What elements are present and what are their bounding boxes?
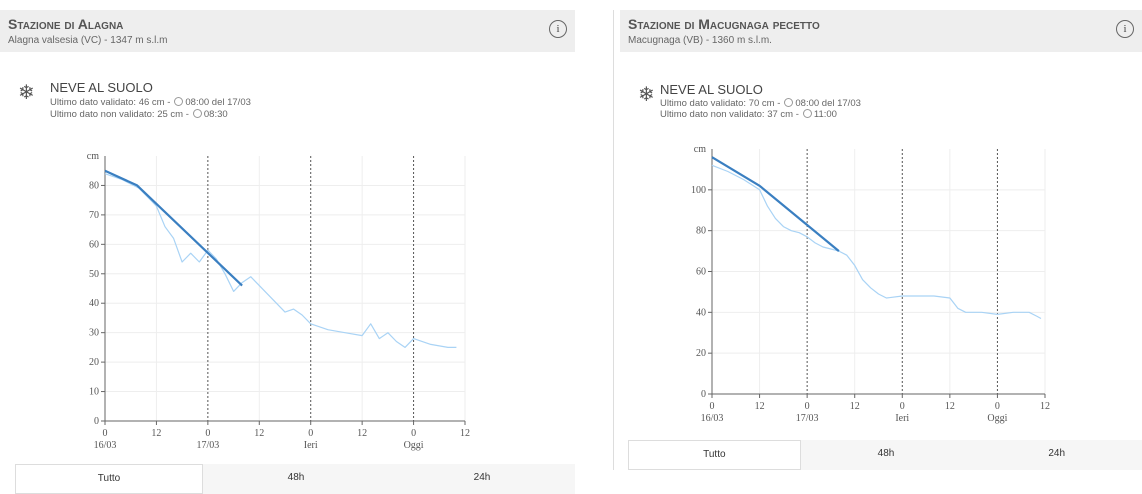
y-tick-label: 70 xyxy=(89,210,99,221)
tab[interactable]: 48h xyxy=(203,464,389,494)
x-tick-label: 12 xyxy=(254,428,264,439)
note: Ultimo dato validato: 70 cm - 08:00 del 1… xyxy=(660,98,861,109)
subtitle: Macugnaga (VB) - 1360 m s.l.m. xyxy=(628,35,772,46)
x-tick-sublabel: Ieri xyxy=(304,440,318,451)
info-button[interactable]: i xyxy=(1116,20,1134,38)
note-text: Ultimo dato validato: 70 cm - xyxy=(660,98,781,109)
tab[interactable]: Tutto xyxy=(628,440,801,470)
x-tick-sublabel: Oggi xyxy=(404,440,424,451)
note-time: 11:00 xyxy=(813,109,837,120)
note: Ultimo dato validato: 46 cm - 08:00 del 1… xyxy=(50,97,251,108)
x-tick-label: 0 xyxy=(205,428,210,439)
y-tick-label: 100 xyxy=(691,185,706,196)
tabs: Tutto 48h 24h xyxy=(15,464,575,494)
y-axis-label: cm xyxy=(87,151,99,162)
tab[interactable]: 24h xyxy=(971,440,1142,470)
y-tick-label: 80 xyxy=(89,180,99,191)
x-tick-label: 12 xyxy=(357,428,367,439)
x-tick-label: 0 xyxy=(411,428,416,439)
note: Ultimo dato non validato: 25 cm - 08:30 xyxy=(50,109,228,120)
series-line xyxy=(104,169,243,287)
note-text: Ultimo dato validato: 46 cm - xyxy=(50,97,171,108)
note-text: Ultimo dato non validato: 37 cm - xyxy=(660,109,799,120)
clock-icon xyxy=(192,109,202,118)
series-line xyxy=(711,156,840,252)
x-tick-label: 0 xyxy=(710,401,715,412)
snow-icon: ❄ xyxy=(18,82,35,104)
station-panel: Stazione di Alagna Alagna valsesia (VC) … xyxy=(0,10,575,494)
x-tick-label: 12 xyxy=(945,401,955,412)
y-axis-label: cm xyxy=(694,144,706,155)
subtitle: Alagna valsesia (VC) - 1347 m s.l.m xyxy=(8,35,168,46)
divider xyxy=(613,10,614,470)
title: Stazione di Macugnaga pecetto xyxy=(628,16,820,32)
tab[interactable]: 24h xyxy=(389,464,575,494)
station-panel: Stazione di Macugnaga pecetto Macugnaga … xyxy=(620,0,1142,494)
note: Ultimo dato non validato: 37 cm - 11:00 xyxy=(660,109,837,120)
x-tick-label: 12 xyxy=(755,401,765,412)
tab[interactable]: Tutto xyxy=(15,464,203,494)
snow-icon: ❄ xyxy=(638,84,655,106)
y-tick-label: 60 xyxy=(89,239,99,250)
x-tick-label: 0 xyxy=(995,401,1000,412)
title: Stazione di Alagna xyxy=(8,16,124,32)
note-text: Ultimo dato non validato: 25 cm - xyxy=(50,109,189,120)
tabs: Tutto 48h 24h xyxy=(628,440,1142,470)
y-tick-label: 0 xyxy=(701,389,706,400)
series-line xyxy=(104,173,457,348)
x-tick-label: 0 xyxy=(805,401,810,412)
x-tick-sublabel: 17/03 xyxy=(196,440,219,451)
y-tick-label: 10 xyxy=(89,387,99,398)
header: Stazione di Macugnaga pecetto Macugnaga … xyxy=(620,10,1142,52)
tab[interactable]: 48h xyxy=(800,440,972,470)
y-tick-label: 50 xyxy=(89,269,99,280)
section-title: NEVE AL SUOLO xyxy=(50,80,153,95)
x-tick-sublabel: 17/03 xyxy=(796,413,819,424)
clock-icon xyxy=(174,97,184,106)
info-button[interactable]: i xyxy=(549,20,567,38)
section-title: NEVE AL SUOLO xyxy=(660,82,763,97)
x-tick-label: 12 xyxy=(1040,401,1050,412)
y-tick-label: 40 xyxy=(696,307,706,318)
x-tick-sublabel: Oggi xyxy=(987,413,1007,424)
x-tick-label: 0 xyxy=(103,428,108,439)
x-tick-label: 12 xyxy=(151,428,161,439)
clock-icon xyxy=(802,109,812,118)
y-tick-label: 30 xyxy=(89,328,99,339)
y-tick-label: 20 xyxy=(89,357,99,368)
y-tick-label: 80 xyxy=(696,226,706,237)
note-time: 08:00 del 17/03 xyxy=(185,97,251,108)
clock-icon xyxy=(784,98,794,107)
y-tick-label: 40 xyxy=(89,298,99,309)
x-tick-sublabel: Ieri xyxy=(895,413,909,424)
x-tick-label: 0 xyxy=(308,428,313,439)
x-tick-label: 0 xyxy=(900,401,905,412)
y-tick-label: 60 xyxy=(696,267,706,278)
x-tick-sublabel: 16/03 xyxy=(94,440,117,451)
note-time: 08:00 del 17/03 xyxy=(795,98,861,109)
y-tick-label: 0 xyxy=(94,416,99,427)
series-line xyxy=(711,164,1042,320)
header: Stazione di Alagna Alagna valsesia (VC) … xyxy=(0,10,575,52)
note-time: 08:30 xyxy=(203,109,228,120)
y-tick-label: 20 xyxy=(696,348,706,359)
x-tick-label: 12 xyxy=(460,428,470,439)
x-tick-label: 12 xyxy=(850,401,860,412)
x-tick-sublabel: 16/03 xyxy=(701,413,724,424)
